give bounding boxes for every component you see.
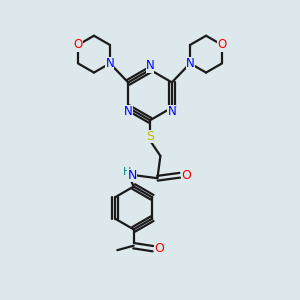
Text: H: H	[123, 167, 131, 177]
Text: N: N	[128, 169, 137, 182]
Text: O: O	[154, 242, 164, 255]
Text: N: N	[167, 105, 176, 118]
Text: O: O	[74, 38, 82, 51]
Text: N: N	[124, 105, 133, 118]
Text: O: O	[181, 169, 191, 182]
Text: N: N	[146, 59, 154, 72]
Text: S: S	[146, 130, 154, 143]
Text: O: O	[218, 38, 226, 51]
Text: N: N	[186, 57, 194, 70]
Text: N: N	[106, 57, 114, 70]
